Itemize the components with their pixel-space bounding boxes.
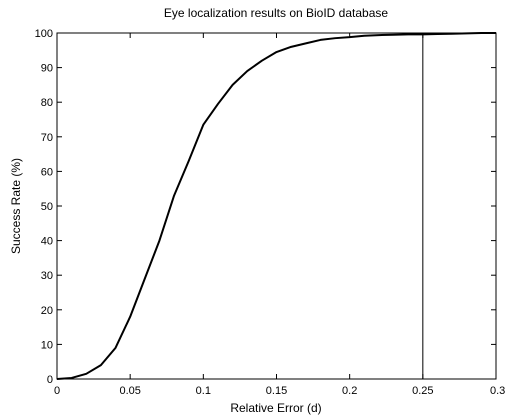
x-axis-label: Relative Error (d)	[230, 401, 321, 415]
y-tick-label: 20	[41, 305, 53, 317]
y-tick-label: 100	[35, 28, 53, 40]
y-tick-label: 40	[41, 236, 53, 248]
chart-title: Eye localization results on BioID databa…	[164, 6, 388, 20]
y-tick-label: 10	[41, 339, 53, 351]
x-tick-label: 0.15	[266, 385, 287, 397]
x-tick-label: 0.1	[196, 385, 211, 397]
y-tick-label: 0	[47, 374, 53, 386]
x-tick-label: 0.05	[119, 385, 140, 397]
series-line	[56, 32, 496, 380]
y-tick-label: 70	[41, 132, 53, 144]
y-tick-label: 50	[41, 201, 53, 213]
x-tick-label: 0.25	[412, 385, 433, 397]
plot-area: 0 0.05 0.1 0.15 0.2 0.25 0.3 0 10 20 30 40 50 60 70 80 9…	[35, 28, 505, 397]
y-tick-label: 80	[41, 97, 53, 109]
y-tick-label: 90	[41, 63, 53, 75]
y-tick-label: 60	[41, 166, 53, 178]
y-axis-label: Success Rate (%)	[9, 158, 23, 254]
x-tick-label: 0.3	[490, 385, 505, 397]
x-tick-label: 0.2	[342, 385, 357, 397]
x-tick-label: 0	[54, 385, 60, 397]
y-tick-label: 30	[41, 270, 53, 282]
